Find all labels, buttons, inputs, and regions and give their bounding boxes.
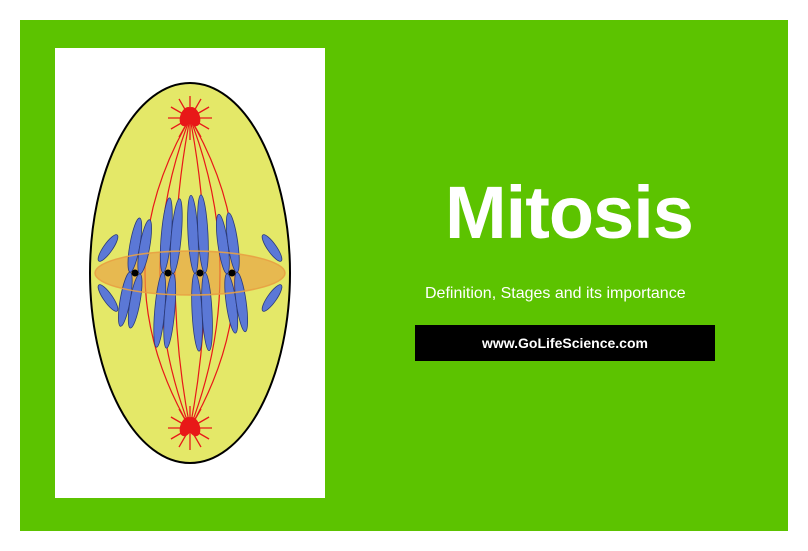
mitosis-cell-svg	[65, 58, 315, 488]
page-title: Mitosis	[445, 170, 693, 255]
source-url-text: www.GoLifeScience.com	[482, 335, 648, 351]
source-url-box: www.GoLifeScience.com	[415, 325, 715, 361]
cell-diagram-panel	[55, 48, 325, 498]
page-subtitle: Definition, Stages and its importance	[425, 285, 686, 303]
infographic-container: Mitosis Definition, Stages and its impor…	[20, 20, 788, 531]
